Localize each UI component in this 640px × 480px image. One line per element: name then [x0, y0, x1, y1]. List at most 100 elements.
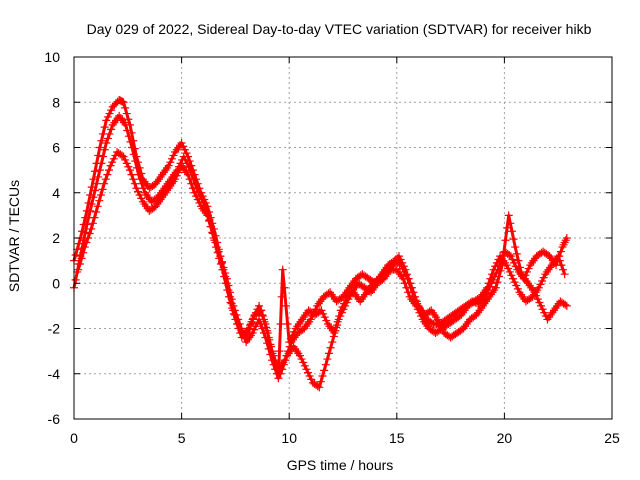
data-point	[222, 274, 231, 283]
data-point	[90, 167, 99, 176]
data-point	[332, 323, 341, 332]
x-tick-labels: 0 5 10 15 20 25	[70, 430, 620, 446]
data-point	[95, 166, 104, 175]
data-point	[556, 247, 565, 256]
data-point	[539, 273, 548, 282]
data-point	[318, 372, 327, 381]
data-point	[109, 154, 118, 163]
data-point	[261, 333, 270, 342]
data-point	[209, 234, 218, 242]
data-point	[97, 159, 106, 168]
data-point	[491, 262, 500, 271]
data-point	[251, 322, 260, 331]
data-point	[330, 329, 339, 338]
data-point	[214, 247, 223, 256]
data-point	[117, 151, 126, 160]
data-point	[139, 184, 148, 193]
data-point	[509, 274, 518, 283]
data-point	[174, 168, 183, 177]
data-point	[97, 136, 106, 145]
data-point	[320, 366, 329, 375]
data-point	[540, 308, 549, 317]
data-point	[82, 220, 91, 229]
data-point	[102, 138, 111, 147]
data-point	[188, 184, 197, 193]
x-tick-label: 20	[497, 430, 513, 446]
y-tick-label: 10	[44, 49, 60, 65]
data-point	[177, 138, 186, 147]
data-point	[561, 300, 570, 309]
data-point	[263, 339, 272, 348]
y-tick-label: 8	[52, 94, 60, 110]
data-point	[505, 250, 514, 259]
data-point	[164, 161, 173, 170]
data-point	[127, 170, 136, 179]
data-point	[135, 191, 144, 200]
data-point	[562, 301, 571, 310]
data-point	[171, 175, 180, 184]
data-point	[180, 145, 189, 154]
data-point	[167, 154, 176, 163]
data-point	[185, 175, 194, 184]
data-point	[258, 324, 267, 333]
series-trace	[72, 114, 567, 389]
data-point	[107, 106, 116, 115]
data-point	[245, 321, 254, 330]
data-point	[328, 338, 337, 347]
data-point	[75, 260, 84, 269]
data-point	[495, 272, 504, 281]
data-point	[213, 243, 222, 252]
y-tick-label: -4	[48, 366, 61, 382]
data-point	[512, 281, 521, 290]
x-tick-label: 25	[604, 430, 620, 446]
data-point	[134, 187, 143, 196]
data-point	[315, 383, 324, 392]
data-point	[182, 159, 191, 168]
data-point	[205, 217, 214, 226]
data-point	[101, 175, 110, 184]
data-point	[136, 175, 145, 184]
data-point	[129, 150, 138, 159]
data-point	[92, 179, 101, 188]
data-point	[184, 162, 193, 171]
data-point	[510, 258, 519, 267]
data-point	[103, 170, 112, 179]
data-point	[295, 351, 304, 360]
data-point	[119, 98, 128, 107]
data-point	[325, 349, 334, 358]
data-point	[412, 297, 421, 306]
data-point	[496, 266, 505, 275]
data-point	[512, 249, 521, 258]
data-point	[511, 243, 520, 252]
data-point	[433, 315, 442, 324]
data-point	[203, 211, 212, 220]
data-point	[121, 120, 130, 129]
data-point	[121, 155, 130, 164]
data-point	[313, 382, 322, 391]
data-point	[267, 356, 276, 365]
data-point	[124, 132, 133, 141]
x-tick-label: 15	[389, 430, 405, 446]
data-point	[403, 270, 412, 279]
data-point	[316, 377, 325, 386]
data-point	[283, 319, 292, 328]
data-point	[509, 235, 518, 244]
data-point	[275, 347, 284, 356]
data-point	[398, 258, 407, 267]
data-point	[195, 198, 204, 207]
data-point	[206, 222, 215, 231]
data-point	[187, 179, 196, 188]
data-point	[90, 186, 99, 195]
data-point	[257, 306, 266, 315]
data-point	[266, 350, 275, 359]
data-point	[258, 312, 267, 321]
data-point	[562, 234, 571, 242]
data-point	[506, 252, 515, 261]
data-point	[333, 317, 342, 326]
data-point	[132, 184, 141, 193]
data-point	[234, 315, 243, 324]
data-point	[216, 252, 225, 261]
data-point	[129, 175, 138, 184]
data-point	[92, 207, 101, 216]
data-point	[103, 134, 112, 143]
